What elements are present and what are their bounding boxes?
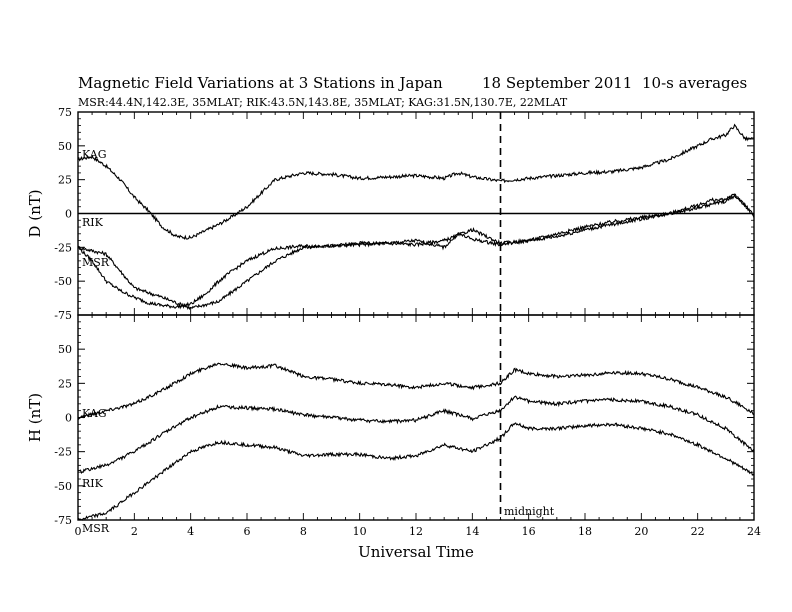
d-label-rik: RIK (82, 216, 104, 229)
h-ytick-label: 0 (65, 412, 72, 425)
d-series-kag (77, 123, 755, 240)
d-ytick-label: 25 (58, 174, 72, 187)
h-ylabel: H (nT) (26, 393, 44, 442)
h-label-kag: KAG (82, 407, 107, 420)
h-label-rik: RIK (82, 477, 104, 490)
d-label-kag: KAG (82, 148, 107, 161)
h-xtick-label: 24 (747, 525, 761, 538)
h-xtick-label: 6 (244, 525, 251, 538)
d-ytick-label: -75 (54, 309, 72, 322)
h-series-msr (77, 422, 755, 521)
h-ytick-label: 25 (58, 377, 72, 390)
station-info: MSR:44.4N,142.3E, 35MLAT; RIK:43.5N,143.… (78, 96, 568, 109)
h-xtick-label: 4 (187, 525, 194, 538)
h-series-rik (78, 395, 755, 474)
d-ytick-label: 50 (58, 140, 72, 153)
h-ytick-label: -50 (54, 480, 72, 493)
h-xtick-label: 2 (131, 525, 138, 538)
d-label-msr: MSR (82, 256, 110, 269)
h-xlabel: Universal Time (358, 543, 474, 561)
chart-averaging: 10-s averages (642, 74, 747, 92)
d-ytick-label: 75 (58, 106, 72, 119)
h-ytick-label: 50 (58, 343, 72, 356)
h-xtick-label: 20 (634, 525, 648, 538)
d-ytick-label: -25 (54, 241, 72, 254)
midnight-label: midnight (504, 505, 555, 518)
declination-panel: -75 -50 -25 0 25 50 75 KAG RIK MSR D (nT) (26, 106, 755, 322)
chart-date: 18 September 2011 (482, 74, 632, 92)
d-ytick-label: 0 (65, 208, 72, 221)
h-xtick-label: 0 (75, 525, 82, 538)
h-xtick-label: 10 (353, 525, 367, 538)
h-label-msr: MSR (82, 522, 110, 535)
h-xtick-label: 12 (409, 525, 423, 538)
d-ylabel: D (nT) (26, 189, 44, 237)
d-series-msr (77, 193, 755, 310)
h-panel-frame (77, 314, 755, 521)
h-xtick-label: 8 (300, 525, 307, 538)
h-ytick-label: -25 (54, 446, 72, 459)
h-xtick-label: 18 (578, 525, 592, 538)
h-xtick-label: 16 (522, 525, 536, 538)
h-xtick-label: 22 (691, 525, 705, 538)
d-series-rik (77, 193, 755, 311)
h-xtick-label: 14 (465, 525, 479, 538)
d-ytick-label: -50 (54, 275, 72, 288)
chart-title: Magnetic Field Variations at 3 Stations … (78, 74, 443, 92)
h-ytick-label: -75 (54, 514, 72, 527)
h-series-kag (77, 362, 755, 420)
